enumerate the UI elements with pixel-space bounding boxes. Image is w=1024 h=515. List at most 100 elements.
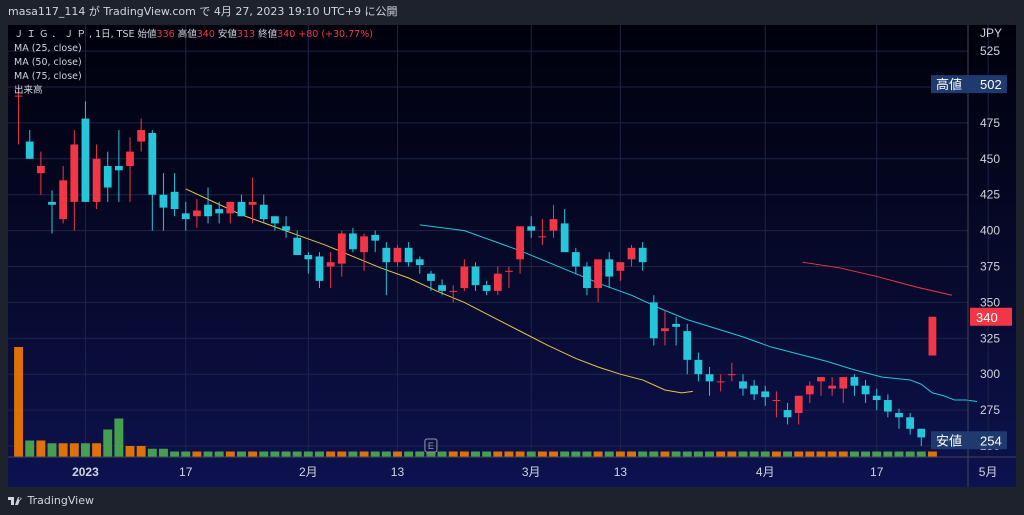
- legend-volume[interactable]: 出来高: [14, 85, 43, 96]
- volume-bar: [58, 443, 68, 457]
- volume-bar: [415, 451, 425, 457]
- footer: TradingView: [0, 487, 1024, 515]
- candle: [594, 259, 602, 289]
- candle: [349, 233, 357, 250]
- earnings-event-label: E: [428, 441, 434, 451]
- volume-bar: [259, 451, 269, 457]
- legend-high-value: 340: [196, 29, 215, 40]
- price-chart[interactable]: 250275300325350375400425450475500525JPY2…: [8, 25, 1016, 487]
- candle: [103, 165, 112, 188]
- volume-bar: [248, 451, 258, 457]
- candle: [783, 410, 792, 418]
- legend-symbol[interactable]: ＪＩＧ．ＪＰ: [14, 29, 90, 40]
- volume-bar: [203, 451, 213, 457]
- legend-high-label: 高値: [177, 29, 197, 40]
- candle: [627, 247, 636, 260]
- earnings-event-marker[interactable]: [424, 438, 438, 453]
- time-tick-label: 2月: [299, 465, 318, 479]
- legend-open-label: 始値: [137, 29, 157, 40]
- volume-bar: [571, 451, 581, 457]
- candle: [471, 266, 480, 286]
- volume-bar: [849, 451, 859, 457]
- candle: [527, 226, 536, 231]
- price-tick-label: 350: [980, 295, 1000, 309]
- volume-bar: [716, 451, 726, 457]
- volume-bar: [448, 451, 458, 457]
- legend-ma50[interactable]: MA (50, close): [14, 57, 82, 68]
- volume-bar: [660, 451, 670, 457]
- last-price-tag: [970, 307, 1012, 326]
- chart-pane[interactable]: 250275300325350375400425450475500525JPY2…: [8, 25, 1016, 487]
- candle: [761, 391, 770, 398]
- volume-bar: [883, 451, 893, 457]
- candle: [438, 285, 446, 291]
- volume-bar: [281, 451, 291, 457]
- candle: [114, 165, 123, 171]
- volume-bar: [705, 451, 714, 457]
- volume-bar: [404, 451, 414, 457]
- candle: [181, 213, 190, 220]
- candle: [794, 395, 803, 413]
- legend-open-value: 336: [156, 29, 175, 40]
- volume-bar: [170, 451, 180, 457]
- price-tick-label: 275: [980, 403, 1000, 417]
- volume-bar: [158, 448, 168, 457]
- volume-bar: [426, 451, 436, 457]
- volume-bar: [549, 451, 558, 457]
- candle: [683, 331, 692, 360]
- volume-bar: [337, 451, 347, 457]
- candle: [839, 377, 848, 389]
- legend-exchange: TSE: [116, 29, 135, 40]
- volume-bar: [370, 451, 380, 457]
- candle: [204, 204, 212, 217]
- candle: [638, 247, 647, 263]
- candle: [360, 236, 368, 253]
- volume-bar: [192, 451, 202, 457]
- legend-low-value: 313: [236, 29, 256, 40]
- volume-bar: [872, 451, 882, 457]
- volume-bar: [693, 451, 703, 457]
- volume-bar: [582, 451, 592, 457]
- volume-bar: [14, 347, 24, 457]
- tradingview-logo[interactable]: TradingView: [8, 487, 94, 515]
- legend-symbol-row: ＪＩＧ．ＪＰ, 1日, TSE 始値336 高値340 安値313 終値340 …: [14, 29, 373, 40]
- candle: [192, 210, 201, 217]
- chart-legend: ＪＩＧ．ＪＰ, 1日, TSE 始値336 高値340 安値313 終値340 …: [14, 28, 373, 98]
- volume-bar: [816, 451, 826, 457]
- candle: [415, 259, 424, 266]
- volume-bar: [136, 446, 146, 457]
- volume-bar: [125, 446, 135, 457]
- volume-bar: [727, 451, 737, 457]
- volume-bar: [393, 451, 402, 457]
- volume-bar: [749, 451, 759, 457]
- volume-bar: [771, 451, 781, 457]
- low-tag-label: 安値: [936, 433, 962, 448]
- price-tick-label: 450: [980, 152, 1000, 166]
- candle: [661, 328, 669, 332]
- volume-bar: [760, 451, 770, 457]
- legend-interval[interactable]: 1日: [95, 29, 111, 40]
- legend-ma25[interactable]: MA (25, close): [14, 43, 82, 54]
- legend-ma75[interactable]: MA (75, close): [14, 71, 82, 82]
- volume-bar: [861, 451, 871, 457]
- candle: [560, 223, 569, 253]
- candle: [549, 219, 558, 231]
- candle: [872, 395, 881, 401]
- price-tick-label: 300: [980, 367, 1000, 381]
- volume-bar: [515, 451, 525, 457]
- volume-bar: [738, 451, 748, 457]
- volume-bar: [805, 451, 815, 457]
- volume-bar: [47, 443, 57, 457]
- candle: [427, 273, 435, 281]
- candle: [817, 377, 825, 382]
- volume-bar: [25, 440, 35, 457]
- candle: [81, 118, 90, 202]
- high-price-tag: [931, 75, 1007, 94]
- price-tick-label: 375: [980, 260, 1000, 274]
- candle: [828, 385, 837, 389]
- time-tick-label: 4月: [756, 465, 775, 479]
- candle: [393, 247, 402, 263]
- candle: [315, 256, 324, 281]
- candle: [449, 290, 458, 292]
- volume-bar: [827, 451, 837, 457]
